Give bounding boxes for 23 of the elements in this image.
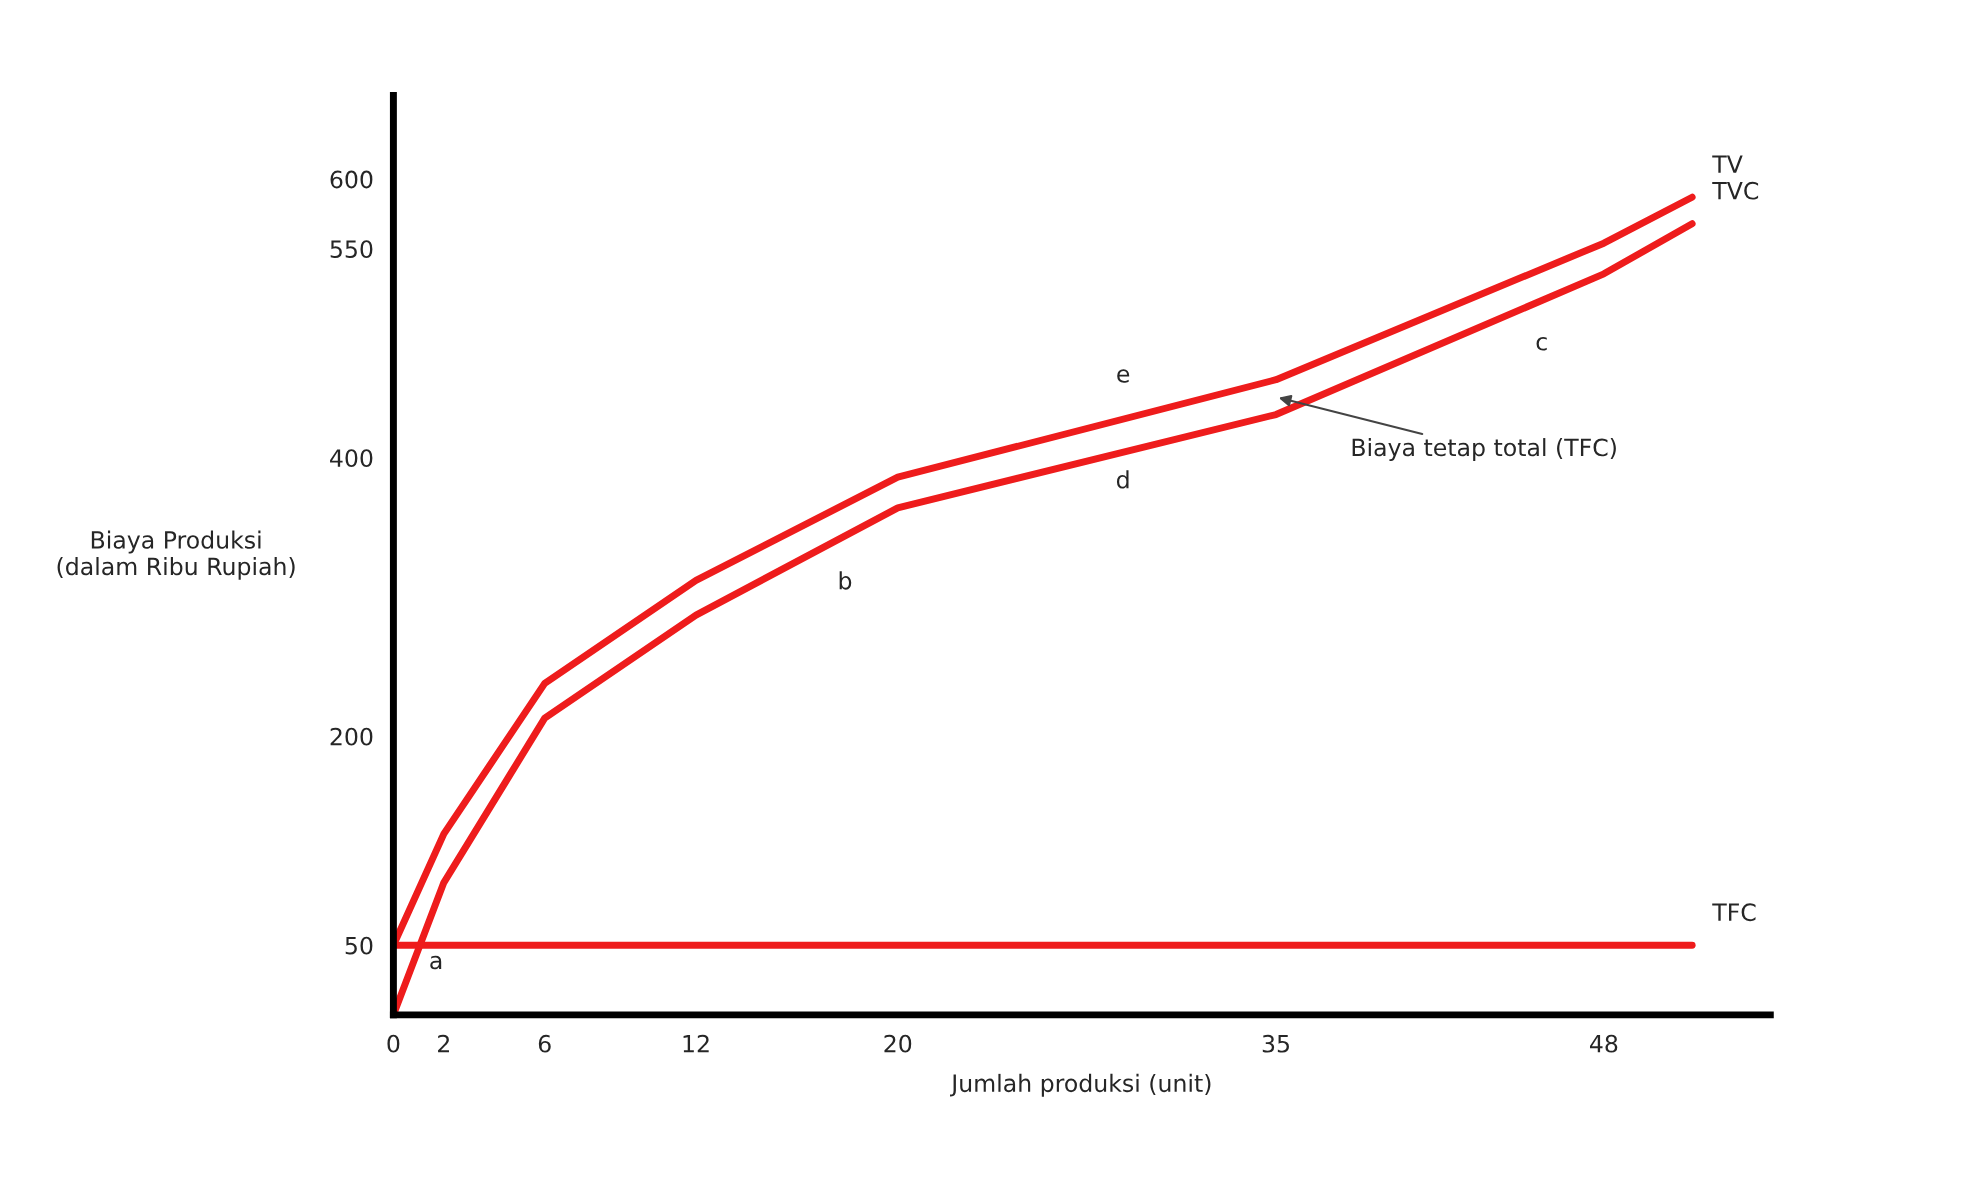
x-tick-label: 6 (538, 1034, 551, 1053)
x-tick-label: 48 (1589, 1034, 1618, 1053)
annotation: e (1117, 369, 1130, 383)
x-tick-label: 0 (387, 1034, 400, 1053)
annotation: c (1536, 337, 1547, 351)
series-label: TV (1712, 155, 1743, 173)
x-tick-label: 12 (683, 1034, 709, 1053)
x-tick-label: 2 (438, 1034, 449, 1053)
x-tick-label: 20 (884, 1034, 912, 1053)
y-tick-label: 50 (345, 936, 373, 955)
series-label: TVC (1712, 181, 1759, 200)
y-axis-title: Biaya Produksi (dalam Ribu Rupiah) (57, 530, 295, 580)
annotation: Biaya tetap total (TFC) (1352, 438, 1616, 461)
annotation: b (839, 571, 852, 590)
series-label: TFC (1712, 903, 1756, 922)
y-tick-label: 550 (330, 240, 373, 259)
annotation: a (430, 955, 442, 970)
y-tick-label: 200 (330, 727, 373, 746)
y-tick-label: 400 (330, 449, 373, 468)
annotation: d (1116, 470, 1129, 489)
x-tick-label: 35 (1262, 1034, 1289, 1053)
x-axis-title: Jumlah produksi (unit) (950, 1073, 1211, 1097)
y-tick-label: 600 (330, 170, 373, 189)
